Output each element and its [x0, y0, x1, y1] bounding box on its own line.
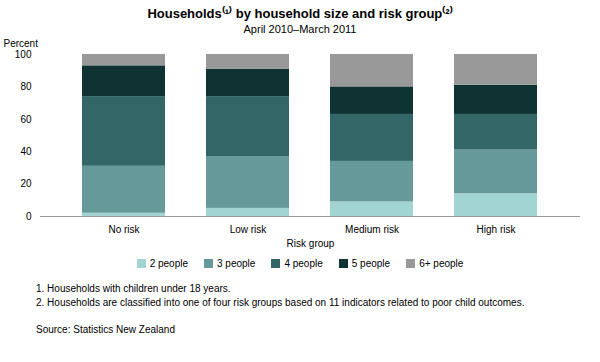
svg-text:No risk: No risk [108, 224, 140, 235]
svg-text:80: 80 [20, 81, 32, 92]
svg-text:Risk group: Risk group [287, 238, 335, 249]
svg-text:Low risk: Low risk [230, 224, 268, 235]
html-text:3 people: 3 people [217, 257, 256, 269]
svg-text:60: 60 [20, 114, 32, 125]
svg-text:0: 0 [26, 211, 32, 222]
html-text:6+ people: 6+ people [419, 257, 464, 269]
html-text:5 people: 5 people [351, 257, 391, 269]
html-text:2. Households are classified i: 2. Households are classified into one of… [36, 297, 525, 308]
html-text:1. Households with children un: 1. Households with children under 18 yea… [36, 283, 231, 294]
svg-text:40: 40 [20, 146, 32, 157]
svg-text:20: 20 [20, 178, 32, 189]
html-text:4 people: 4 people [284, 257, 323, 269]
html-text:April 2010–March 2011: April 2010–March 2011 [243, 23, 357, 35]
svg-text:Percent: Percent [4, 38, 39, 49]
html-text:2 people: 2 people [149, 257, 188, 269]
svg-text:High risk: High risk [477, 224, 517, 235]
html-text:Source: Statistics New Zealand: Source: Statistics New Zealand [36, 324, 175, 335]
svg-text:100: 100 [15, 49, 32, 60]
svg-text:Medium risk: Medium risk [345, 224, 400, 235]
html-text:Households⁽¹⁾ by household siz: Households⁽¹⁾ by household size and risk… [147, 6, 453, 21]
